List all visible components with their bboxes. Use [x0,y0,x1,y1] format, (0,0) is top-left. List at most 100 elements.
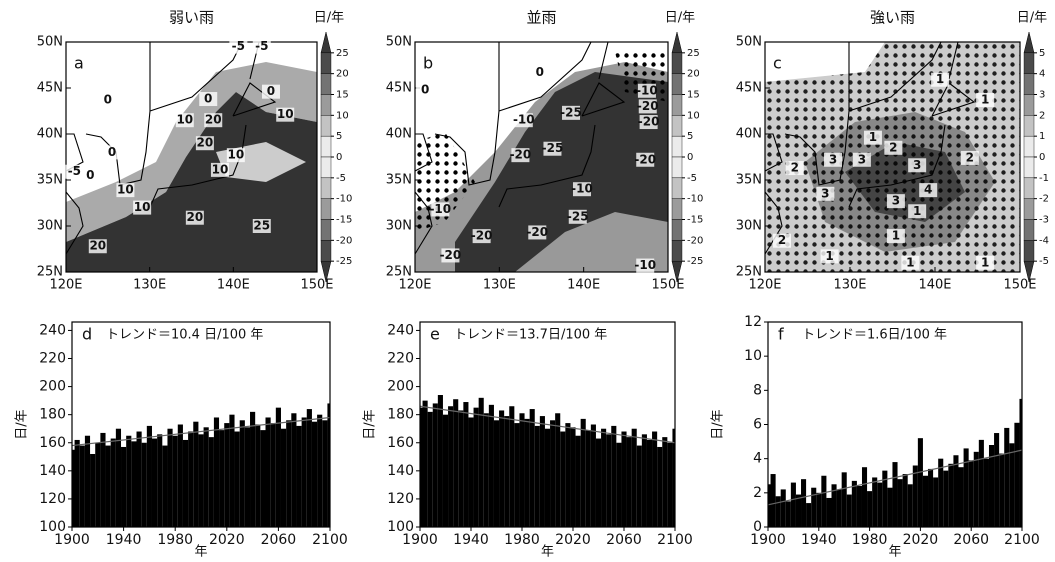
contour-label: -20 [638,115,660,129]
bar [105,445,111,527]
contour-label: 0 [421,82,429,96]
bar [291,413,297,527]
bar [672,428,675,527]
contour-label-bg [976,255,995,270]
panel-label: f [778,325,784,344]
x-tick-label: 1900 [750,532,786,548]
contour-label-bg [884,140,903,155]
bar [151,438,158,527]
colorbar-segment [320,135,332,158]
colorbar-tick-label: -4 [1039,235,1049,246]
colorbar-tick-label: 10 [687,110,700,121]
colorbar-tick-label: 4 [1039,69,1045,80]
colorbar-label: 日/年 [314,11,344,26]
colorbar-segment [320,115,332,137]
contour-label: -20 [471,229,493,243]
colorbar-tick-label: 15 [336,90,349,101]
bar [244,427,251,527]
y-tick-label: 220 [387,351,414,367]
y-tick-label: 0 [753,519,762,535]
contour-label-bg [773,233,791,248]
bar [806,503,812,527]
contour-label: 10 [117,183,134,197]
contour-label: 3 [821,186,829,200]
bar [780,489,786,527]
bar [816,492,822,527]
bar [167,428,173,527]
x-tick-label: 120E [748,278,781,293]
colorbar-segment [671,198,683,220]
colorbar-tick-label: 0 [687,152,693,163]
bar [928,468,934,527]
contour-label-bg [210,162,229,177]
bar [162,445,168,527]
bar [136,431,142,527]
contour-label: 0 [86,168,94,182]
contour-label: 2 [966,150,974,164]
contour-label-bg [528,225,547,240]
bar [948,463,954,527]
bar [917,438,923,527]
colorbar-tick-label: -3 [1039,215,1049,226]
colorbar-tick-label: 25 [336,48,349,59]
x-tick-label: 120E [398,278,431,293]
colorbar-tick-label: -5 [336,173,346,184]
contour-label: 1 [936,72,944,86]
y-tick-label: 180 [387,407,414,423]
x-tick-label: 2060 [261,532,297,548]
x-tick-label: 150E [300,278,333,293]
contour-label-bg [785,161,804,176]
bar [172,435,178,527]
contour-label: 3 [892,194,900,208]
bar [422,400,428,527]
contour-label-bg [416,82,435,97]
annotation: トレンド＝10.4 日/100 年 [106,328,263,343]
bar [877,482,883,527]
contour-label-bg [252,219,271,233]
bar [988,445,995,527]
x-tick-label: 130E [133,278,166,293]
colorbar-segment [671,156,683,179]
bar [270,423,276,527]
colorbar-segment [320,156,332,179]
contour-label: -20 [510,148,532,162]
contour-label: -20 [526,225,548,239]
bar [963,448,969,527]
colorbar-segment [320,198,332,220]
colorbar-segment [671,52,683,74]
y-tick-label: 120 [39,491,66,507]
y-tick-label: 50N [386,35,412,50]
contour-label-bg [511,148,530,163]
bar [539,416,545,527]
bar [999,453,1005,527]
y-tick-label: 45N [386,81,412,96]
y-tick-label: 25N [736,265,762,280]
contour-label: -5 [232,39,245,53]
bar [286,420,292,527]
bar [902,474,908,527]
colorbar-tick-label: 0 [1039,152,1045,163]
bar [442,414,449,527]
bar [565,423,571,527]
x-tick-label: 140E [567,278,600,293]
bar [493,420,500,527]
bar [110,438,116,527]
contour-label: -10 [634,258,656,272]
colorbar-tick-label: -20 [336,235,352,246]
bar [831,484,837,527]
x-tick-label: 140E [918,278,951,293]
colorbar-segment [320,94,332,116]
x-axis-label: 年 [541,545,554,560]
y-tick-label: 8 [753,382,762,398]
panel-label: c [773,54,782,73]
colorbar-segment [671,240,683,262]
colorbar-tick-label: -25 [336,256,352,267]
contour-label: 3 [913,158,921,172]
bar [234,431,240,527]
bar [463,402,469,527]
colorbar-segment [1023,198,1035,220]
bar [448,406,454,527]
bar [856,486,862,527]
y-tick-label: 180 [39,407,66,423]
contour-label-bg [572,182,591,197]
